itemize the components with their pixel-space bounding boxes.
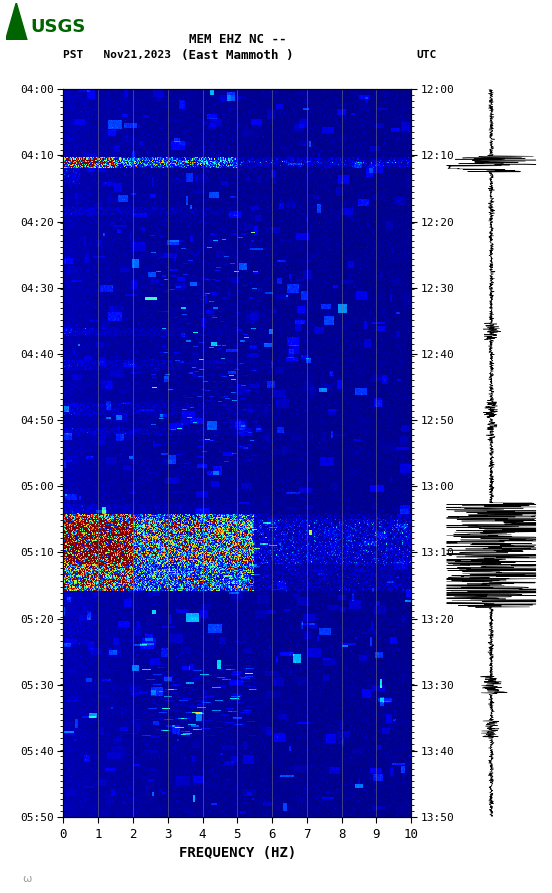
Text: PST   Nov21,2023: PST Nov21,2023 — [63, 50, 172, 61]
X-axis label: FREQUENCY (HZ): FREQUENCY (HZ) — [179, 846, 296, 860]
Text: MEM EHZ NC --: MEM EHZ NC -- — [189, 33, 286, 46]
Polygon shape — [6, 3, 27, 40]
Text: USGS: USGS — [31, 18, 86, 36]
Text: UTC: UTC — [417, 50, 437, 61]
Text: (East Mammoth ): (East Mammoth ) — [181, 49, 294, 62]
Text: ω: ω — [22, 874, 31, 884]
